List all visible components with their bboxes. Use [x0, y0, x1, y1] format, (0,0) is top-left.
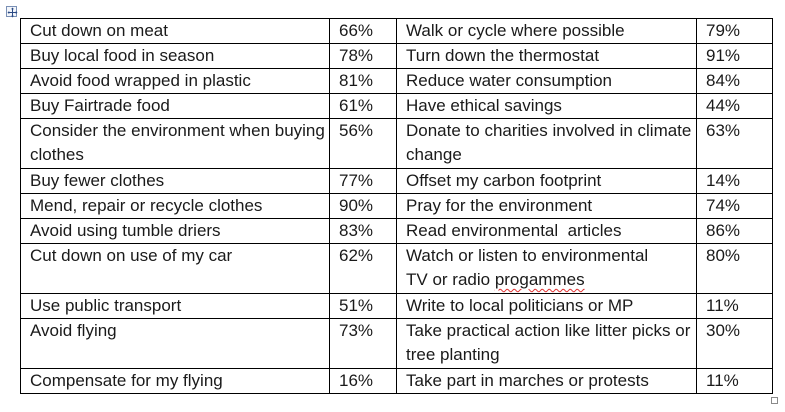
- table-row: Buy Fairtrade food 61% Have ethical savi…: [20, 93, 773, 119]
- row-percent-right[interactable]: 86%: [696, 218, 773, 244]
- row-percent-right[interactable]: 30%: [696, 318, 773, 369]
- row-percent-left[interactable]: 78%: [329, 43, 397, 69]
- row-percent-left[interactable]: 56%: [329, 118, 397, 169]
- row-percent-left[interactable]: 61%: [329, 93, 397, 119]
- table-row: Compensate for my flying 16% Take part i…: [20, 368, 773, 394]
- row-label-right[interactable]: Take practical action like litter picks …: [396, 318, 697, 369]
- row-percent-right[interactable]: 84%: [696, 68, 773, 94]
- row-percent-left[interactable]: 51%: [329, 293, 397, 319]
- row-label-right[interactable]: Turn down the thermostat: [396, 43, 697, 69]
- row-percent-left[interactable]: 16%: [329, 368, 397, 394]
- row-label-left[interactable]: Buy Fairtrade food: [20, 93, 330, 119]
- table-row: Consider the environment when buying clo…: [20, 118, 773, 169]
- row-label-left[interactable]: Cut down on meat: [20, 18, 330, 44]
- table-row: Avoid flying 73% Take practical action l…: [20, 318, 773, 369]
- row-label-left[interactable]: Cut down on use of my car: [20, 243, 330, 294]
- row-percent-left[interactable]: 77%: [329, 168, 397, 194]
- row-label-left[interactable]: Avoid using tumble driers: [20, 218, 330, 244]
- table-row: Cut down on meat 66% Walk or cycle where…: [20, 18, 773, 44]
- row-percent-left[interactable]: 66%: [329, 18, 397, 44]
- table-row: Use public transport 51% Write to local …: [20, 293, 773, 319]
- row-label-right[interactable]: Offset my carbon footprint: [396, 168, 697, 194]
- row-percent-right[interactable]: 14%: [696, 168, 773, 194]
- row-label-right[interactable]: Watch or listen to environmental TV or ra…: [396, 243, 697, 294]
- row-percent-right[interactable]: 74%: [696, 193, 773, 219]
- table-row: Cut down on use of my car 62% Watch or l…: [20, 243, 773, 294]
- survey-table: Cut down on meat 66% Walk or cycle where…: [20, 18, 773, 394]
- row-percent-right[interactable]: 79%: [696, 18, 773, 44]
- row-label-left[interactable]: Compensate for my flying: [20, 368, 330, 394]
- row-label-left[interactable]: Buy fewer clothes: [20, 168, 330, 194]
- row-percent-left[interactable]: 62%: [329, 243, 397, 294]
- row-label-right-line2: TV or radio: [406, 270, 495, 289]
- row-label-left[interactable]: Avoid flying: [20, 318, 330, 369]
- row-label-right[interactable]: Reduce water consumption: [396, 68, 697, 94]
- row-label-left[interactable]: Mend, repair or recycle clothes: [20, 193, 330, 219]
- row-label-right[interactable]: Have ethical savings: [396, 93, 697, 119]
- row-label-left[interactable]: Buy local food in season: [20, 43, 330, 69]
- row-label-left[interactable]: Consider the environment when buying clo…: [20, 118, 330, 169]
- table-move-handle-icon[interactable]: [6, 6, 18, 18]
- row-label-left[interactable]: Use public transport: [20, 293, 330, 319]
- row-percent-right[interactable]: 11%: [696, 293, 773, 319]
- table-row: Buy fewer clothes 77% Offset my carbon f…: [20, 168, 773, 194]
- row-label-right[interactable]: Read environmental articles: [396, 218, 697, 244]
- row-percent-right[interactable]: 91%: [696, 43, 773, 69]
- row-percent-right[interactable]: 11%: [696, 368, 773, 394]
- row-label-left[interactable]: Avoid food wrapped in plastic: [20, 68, 330, 94]
- row-percent-left[interactable]: 83%: [329, 218, 397, 244]
- row-percent-right[interactable]: 80%: [696, 243, 773, 294]
- row-percent-left[interactable]: 73%: [329, 318, 397, 369]
- row-percent-left[interactable]: 90%: [329, 193, 397, 219]
- row-percent-left[interactable]: 81%: [329, 68, 397, 94]
- table-row: Mend, repair or recycle clothes 90% Pray…: [20, 193, 773, 219]
- row-percent-right[interactable]: 44%: [696, 93, 773, 119]
- table-row: Avoid using tumble driers 83% Read envir…: [20, 218, 773, 244]
- row-label-right[interactable]: Walk or cycle where possible: [396, 18, 697, 44]
- row-label-right[interactable]: Pray for the environment: [396, 193, 697, 219]
- row-label-right[interactable]: Donate to charities involved in climate …: [396, 118, 697, 169]
- table-resize-handle[interactable]: [771, 397, 778, 404]
- table-row: Avoid food wrapped in plastic 81% Reduce…: [20, 68, 773, 94]
- row-label-right[interactable]: Take part in marches or protests: [396, 368, 697, 394]
- misspelled-word: progammes: [494, 270, 585, 289]
- row-label-right[interactable]: Write to local politicians or MP: [396, 293, 697, 319]
- row-percent-right[interactable]: 63%: [696, 118, 773, 169]
- row-label-right-line1: Watch or listen to environmental: [406, 246, 649, 265]
- table-row: Buy local food in season 78% Turn down t…: [20, 43, 773, 69]
